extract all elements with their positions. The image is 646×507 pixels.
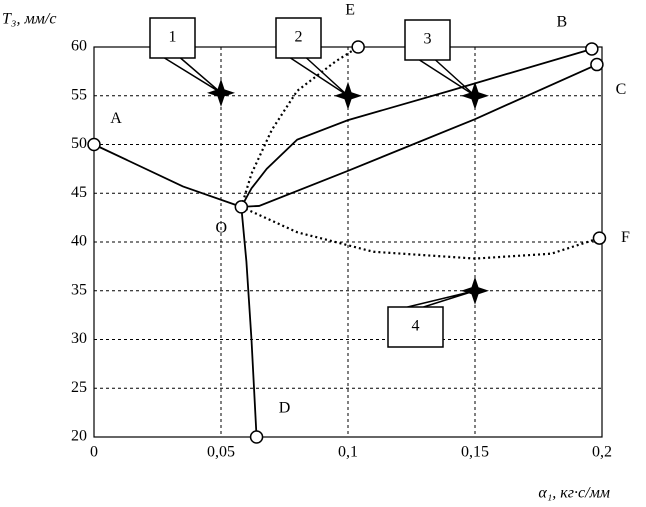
star-marker <box>207 78 235 107</box>
curve <box>240 206 258 438</box>
y-tick-label: 35 <box>71 281 87 298</box>
point-label: A <box>110 110 122 127</box>
point <box>585 42 599 56</box>
y-tick-label: 40 <box>71 233 87 250</box>
x-tick-label: 0,15 <box>461 444 489 461</box>
star-marker <box>461 81 489 110</box>
y-tick-label: 20 <box>71 428 87 445</box>
callout-line <box>407 290 476 308</box>
point-label: E <box>345 2 355 19</box>
x-tick-label: 0,1 <box>338 444 358 461</box>
curve <box>240 205 600 260</box>
callout-box <box>149 17 196 59</box>
point-label: B <box>557 14 568 31</box>
star-marker <box>334 81 362 110</box>
x-tick-label: 0,2 <box>592 444 612 461</box>
point <box>351 40 365 54</box>
curve <box>240 46 359 208</box>
y-tick-label: 45 <box>71 184 87 201</box>
y-tick-label: 60 <box>71 38 87 55</box>
callout-line <box>419 59 476 97</box>
point <box>249 430 264 444</box>
y-tick-label: 50 <box>71 135 87 152</box>
point-label: C <box>616 81 627 98</box>
point-label: O <box>216 220 228 237</box>
point-label: F <box>621 229 630 246</box>
y-tick-label: 25 <box>71 379 87 396</box>
callout-label: 1 <box>169 29 177 46</box>
y-tick-label: 30 <box>71 330 87 347</box>
star-marker <box>461 276 489 305</box>
curve <box>240 48 593 208</box>
point <box>234 200 249 214</box>
point <box>87 137 101 152</box>
point <box>592 231 607 245</box>
curve <box>93 143 242 208</box>
point <box>590 57 604 72</box>
x-tick-label: 0,05 <box>207 444 235 461</box>
callout-box <box>387 306 444 348</box>
x-axis-label: α₁, кг·с/мм <box>538 485 610 502</box>
callout-label: 2 <box>295 29 303 46</box>
y-axis-label: T₃, мм/с <box>2 11 56 28</box>
curve <box>241 63 598 208</box>
y-tick-label: 55 <box>71 86 87 103</box>
callout-box <box>404 19 451 61</box>
point-label: D <box>279 400 291 417</box>
callout-line <box>164 57 222 94</box>
x-tick-label: 0 <box>90 444 98 461</box>
callout-label: 3 <box>424 31 432 48</box>
callout-box <box>275 17 322 59</box>
callout-label: 4 <box>412 318 420 335</box>
